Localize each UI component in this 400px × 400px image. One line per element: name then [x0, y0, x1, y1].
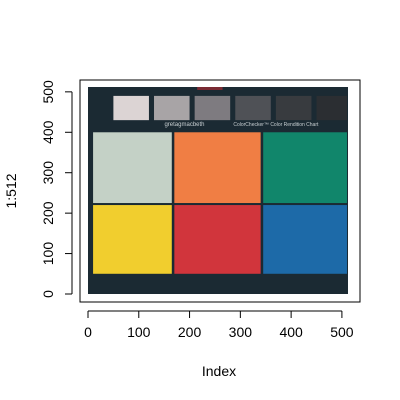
chart-name-text: ColorChecker™ Color Rendition Chart	[233, 122, 319, 128]
y-tick-label: 300	[40, 161, 56, 185]
y-axis: 0 100 200 300 400 500	[40, 80, 73, 298]
color-patch	[174, 205, 261, 274]
grayscale-patch	[154, 95, 190, 121]
y-axis-label: 1:512	[3, 173, 19, 208]
color-patch	[263, 132, 347, 204]
y-tick-label: 400	[40, 120, 56, 144]
y-tick-label: 100	[40, 242, 56, 266]
x-tick-label: 200	[178, 324, 202, 340]
grayscale-patch	[194, 95, 231, 121]
x-tick-label: 400	[279, 324, 303, 340]
x-tick-label: 300	[229, 324, 253, 340]
x-tick-label: 0	[84, 324, 92, 340]
color-patch	[93, 205, 172, 274]
plot-frame	[79, 79, 361, 303]
x-tick-label: 500	[330, 324, 354, 340]
y-tick-label: 200	[40, 201, 56, 225]
photo-accent-strip	[197, 87, 223, 90]
color-patch	[174, 132, 261, 204]
image-raster: gretagmacbeth ColorChecker™ Color Renditi…	[88, 87, 348, 294]
x-tick-label: 100	[127, 324, 151, 340]
y-tick-label: 500	[40, 80, 56, 104]
color-patch	[263, 205, 347, 274]
grayscale-patch	[235, 95, 271, 121]
grayscale-patch	[113, 95, 149, 121]
x-axis-label: Index	[202, 363, 236, 379]
brand-text: gretagmacbeth	[164, 122, 204, 128]
color-patch	[93, 132, 172, 204]
y-tick-label: 0	[40, 290, 56, 298]
grayscale-patch	[316, 95, 347, 121]
x-axis: 0 100 200 300 400 500	[84, 310, 354, 340]
grayscale-patch	[275, 95, 312, 121]
